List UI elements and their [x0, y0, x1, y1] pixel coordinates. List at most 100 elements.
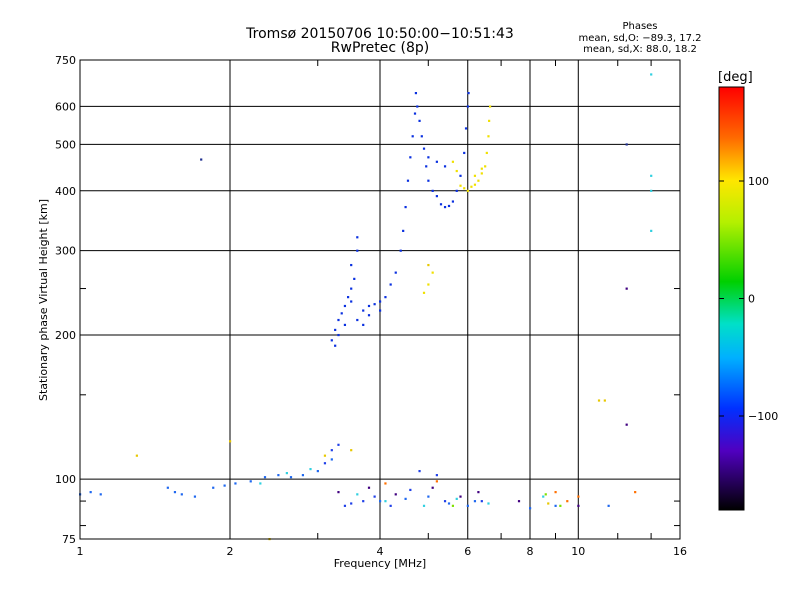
echo-point	[356, 318, 359, 322]
echo-point	[566, 500, 569, 503]
echo-point	[200, 158, 203, 161]
echo-point	[485, 151, 488, 155]
echo-point	[422, 147, 426, 150]
echo-point	[343, 323, 347, 327]
echo-point	[350, 502, 353, 505]
echo-point	[443, 500, 447, 503]
colorbar-tick-label: −100	[748, 410, 778, 423]
echo-point	[477, 179, 480, 182]
echo-point	[234, 482, 237, 485]
echo-point	[650, 229, 653, 232]
echo-point	[425, 165, 428, 168]
echo-point	[435, 480, 438, 483]
echo-point	[399, 249, 402, 252]
echo-point	[418, 469, 421, 473]
phase-stats-x-mode: mean, sd,X: 88.0, 18.2	[583, 44, 697, 55]
echo-point	[467, 91, 470, 95]
y-tick-label: 600	[55, 100, 76, 113]
echo-point	[367, 486, 371, 489]
echo-point	[489, 105, 492, 108]
phase-stats-heading: Phases	[622, 21, 658, 32]
echo-point	[402, 229, 405, 232]
y-axis-label: Stationary phase Virtual Height [km]	[37, 198, 50, 402]
echo-point	[340, 312, 343, 315]
x-tick-label: 2	[227, 545, 234, 558]
echo-point	[427, 179, 430, 182]
echo-point	[384, 296, 387, 299]
echo-point	[337, 333, 340, 337]
echo-point	[487, 502, 490, 505]
echo-point	[337, 318, 340, 322]
echo-point	[451, 160, 455, 163]
echo-point	[466, 504, 469, 507]
echo-point	[466, 189, 469, 192]
echo-points	[79, 73, 653, 541]
echo-point	[542, 495, 545, 498]
echo-point	[480, 167, 483, 170]
colorbar-label: [deg]	[718, 70, 753, 85]
echo-point	[330, 339, 333, 342]
echo-point	[634, 491, 637, 494]
y-tick-label: 500	[55, 138, 76, 151]
echo-point	[420, 135, 423, 138]
echo-point	[455, 497, 458, 500]
echo-point	[473, 500, 477, 503]
y-tick-label: 750	[55, 54, 76, 67]
echo-point	[459, 495, 462, 498]
echo-point	[431, 189, 434, 192]
echo-point	[350, 287, 353, 290]
echo-point	[193, 495, 197, 498]
echo-point	[451, 200, 455, 203]
echo-point	[263, 476, 267, 479]
chart-title: Tromsø 20150706 10:50:00−10:51:43	[246, 26, 514, 42]
echo-point	[330, 449, 333, 452]
y-tick-label: 300	[55, 245, 76, 258]
echo-point	[180, 493, 183, 496]
echo-point	[373, 495, 376, 498]
echo-point	[212, 486, 215, 489]
x-tick-label: 16	[673, 545, 687, 558]
echo-point	[459, 184, 462, 187]
echo-point	[350, 300, 353, 303]
echo-point	[334, 344, 337, 347]
echo-point	[459, 174, 462, 177]
echo-point	[544, 493, 547, 496]
echo-point	[439, 203, 443, 206]
echo-point	[625, 423, 628, 426]
echo-point	[480, 172, 483, 175]
echo-point	[443, 205, 447, 209]
x-tick-label: 8	[527, 545, 534, 558]
echo-point	[394, 271, 397, 274]
echo-point	[447, 502, 451, 505]
echo-point	[435, 195, 438, 198]
echo-point	[356, 493, 359, 496]
echo-point	[411, 135, 414, 138]
echo-point	[427, 156, 430, 159]
echo-point	[379, 309, 382, 312]
echo-point	[356, 236, 359, 239]
echo-point	[650, 73, 653, 76]
echo-point	[554, 504, 557, 507]
echo-point	[477, 491, 480, 494]
echo-point	[625, 287, 628, 290]
echo-point	[422, 504, 426, 507]
phase-colorbar: 100 0 −100	[718, 86, 778, 511]
echo-point	[350, 449, 353, 452]
echo-point	[554, 491, 557, 494]
colorbar-tick-label: 0	[748, 293, 755, 306]
echo-point	[431, 486, 434, 489]
echo-point	[323, 462, 327, 465]
x-tick-label: 1	[77, 545, 84, 558]
echo-point	[650, 174, 653, 177]
echo-point	[89, 491, 92, 494]
echo-point	[547, 502, 550, 505]
echo-point	[285, 472, 288, 475]
echo-point	[413, 112, 417, 115]
echo-point	[603, 399, 606, 402]
echo-point	[443, 165, 447, 168]
x-tick-label: 6	[464, 545, 471, 558]
echo-point	[249, 480, 252, 483]
x-tick-label: 4	[377, 545, 384, 558]
echo-point	[389, 283, 392, 286]
